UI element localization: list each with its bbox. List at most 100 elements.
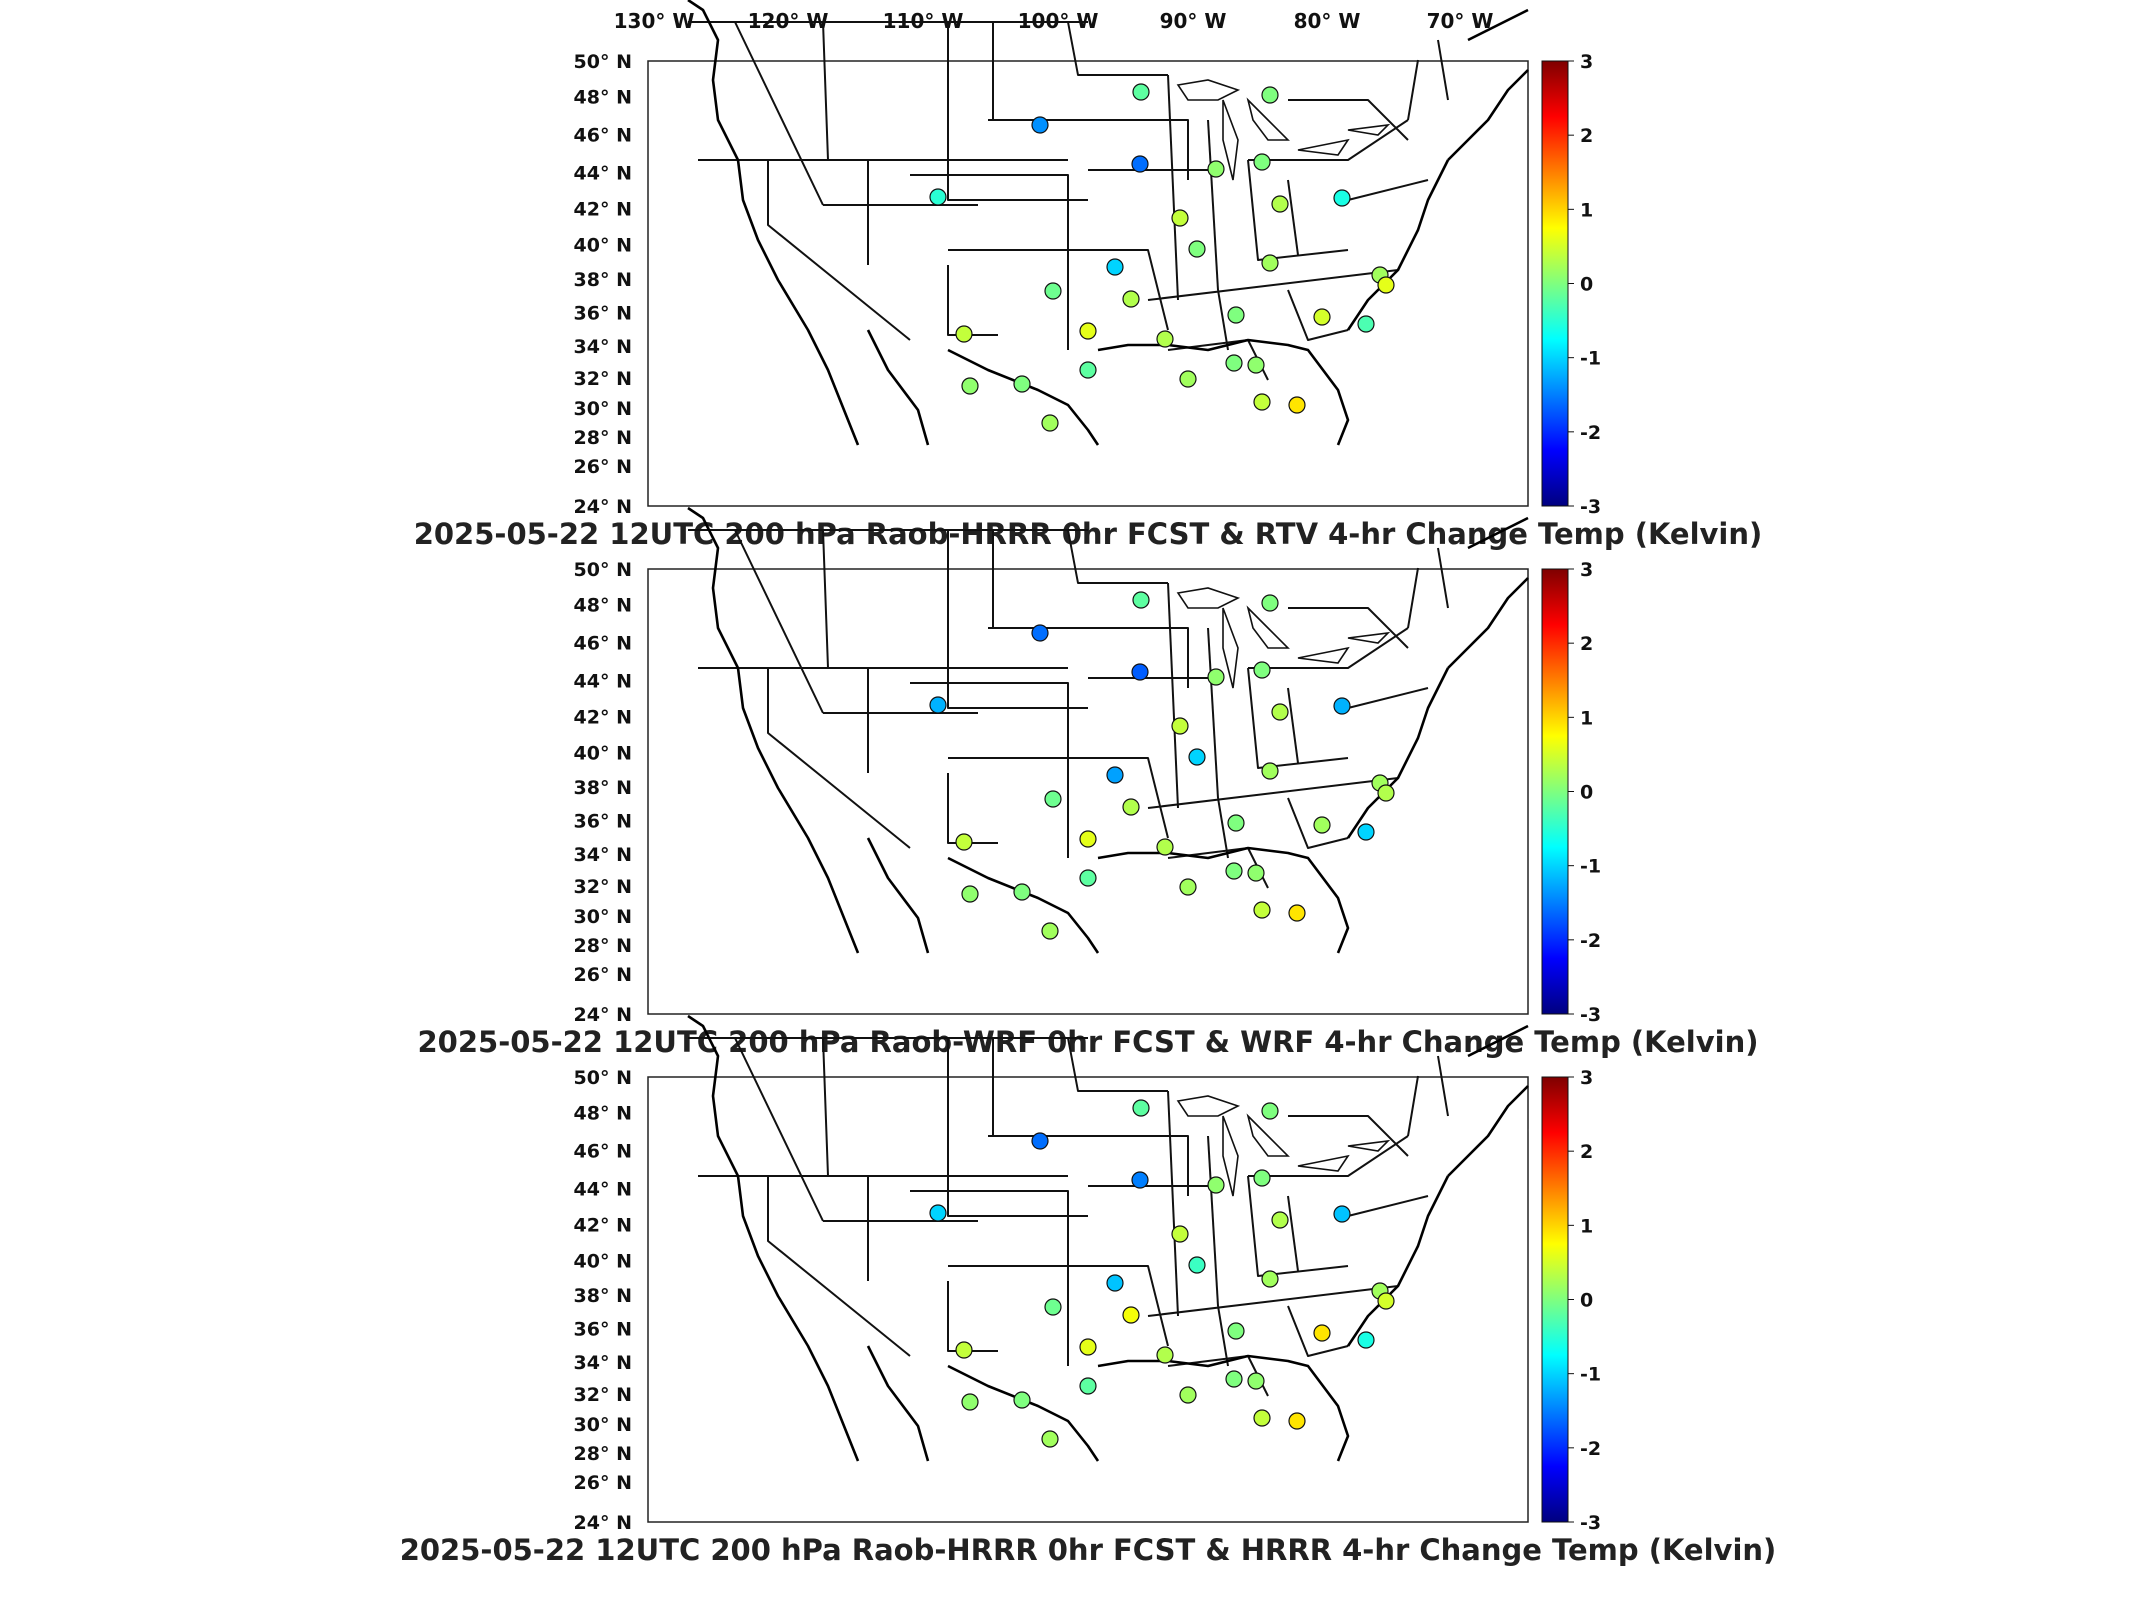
raob-station-marker <box>1247 1372 1265 1390</box>
lat-label: 40° N <box>574 1250 632 1272</box>
raob-station-marker <box>1261 1270 1279 1288</box>
raob-station-marker <box>1357 1331 1375 1349</box>
raob-station-marker <box>1171 1225 1189 1243</box>
lat-label: 30° N <box>574 1414 632 1436</box>
raob-station-marker <box>1122 1306 1140 1324</box>
lat-label: 40° N <box>574 234 632 256</box>
raob-station-marker <box>1313 1324 1331 1342</box>
raob-station-marker <box>1253 393 1271 411</box>
lat-label: 48° N <box>574 87 632 109</box>
raob-station-marker <box>1132 83 1150 101</box>
lat-label: 30° N <box>574 906 632 928</box>
raob-station-marker <box>1041 922 1059 940</box>
raob-station-marker <box>1106 258 1124 276</box>
colorbar <box>1541 1076 1569 1523</box>
lat-label: 32° N <box>574 1384 632 1406</box>
raob-station-marker <box>1106 1274 1124 1292</box>
coastline <box>687 1014 1529 1462</box>
panel-title: 2025-05-22 12UTC 200 hPa Raob-WRF 0hr FC… <box>417 1025 1758 1059</box>
colorbar-tick-label: -3 <box>1580 1512 1601 1534</box>
raob-stations <box>929 1099 1395 1448</box>
lat-label: 26° N <box>574 964 632 986</box>
lat-label: 44° N <box>574 162 632 184</box>
raob-station-marker <box>929 696 947 714</box>
raob-station-marker <box>1225 1370 1243 1388</box>
lat-label: 36° N <box>574 302 632 324</box>
map-panel: 50° N 48° N 46° N 44° N 42° N 40° N 38° N 36° N… <box>400 1014 1776 1567</box>
raob-station-marker <box>1188 748 1206 766</box>
raob-station-marker <box>1013 883 1031 901</box>
lat-label: 24° N <box>574 496 632 518</box>
raob-station-marker <box>1131 1171 1149 1189</box>
raob-station-marker <box>1131 155 1149 173</box>
raob-station-marker <box>1188 1256 1206 1274</box>
state-borders <box>688 21 1449 381</box>
raob-station-marker <box>1013 375 1031 393</box>
colorbar-tick-label: 1 <box>1580 199 1593 221</box>
colorbar-tick-label: 0 <box>1580 782 1593 804</box>
colorbar-tick-label: -1 <box>1580 1364 1601 1386</box>
panel-title: 2025-05-22 12UTC 200 hPa Raob-HRRR 0hr F… <box>414 517 1763 551</box>
lat-label: 46° N <box>574 1140 632 1162</box>
raob-station-marker <box>1013 1391 1031 1409</box>
raob-station-marker <box>1253 901 1271 919</box>
colorbar-tick-label: 2 <box>1580 125 1593 147</box>
colorbar-tick-label: -2 <box>1580 422 1601 444</box>
raob-station-marker <box>929 188 947 206</box>
raob-station-marker <box>1377 276 1395 294</box>
lat-label: 34° N <box>574 1352 632 1374</box>
lat-label: 28° N <box>574 935 632 957</box>
raob-station-marker <box>1179 1386 1197 1404</box>
lat-label: 24° N <box>574 1004 632 1026</box>
raob-station-marker <box>1031 116 1049 134</box>
raob-station-marker <box>1253 153 1271 171</box>
raob-station-marker <box>1188 240 1206 258</box>
raob-station-marker <box>1207 668 1225 686</box>
raob-station-marker <box>1357 315 1375 333</box>
great-lakes <box>1176 79 1391 181</box>
raob-station-marker <box>1132 591 1150 609</box>
lat-label: 40° N <box>574 742 632 764</box>
raob-station-marker <box>1156 1346 1174 1364</box>
raob-station-marker <box>1079 830 1097 848</box>
lat-label: 46° N <box>574 124 632 146</box>
raob-station-marker <box>1253 1169 1271 1187</box>
raob-station-marker <box>1288 396 1306 414</box>
raob-station-marker <box>1031 1132 1049 1150</box>
lat-label: 50° N <box>574 1067 632 1089</box>
raob-station-marker <box>1079 1338 1097 1356</box>
raob-station-marker <box>1377 1292 1395 1310</box>
raob-station-marker <box>1333 189 1351 207</box>
raob-station-marker <box>1044 282 1062 300</box>
raob-station-marker <box>1041 1430 1059 1448</box>
raob-station-marker <box>1079 322 1097 340</box>
raob-station-marker <box>1207 1176 1225 1194</box>
raob-station-marker <box>1271 1211 1289 1229</box>
raob-station-marker <box>1227 1322 1245 1340</box>
raob-station-marker <box>1261 254 1279 272</box>
raob-station-marker <box>1261 1102 1279 1120</box>
colorbar-tick-label: 0 <box>1580 274 1593 296</box>
lat-label: 30° N <box>574 398 632 420</box>
lat-label: 48° N <box>574 595 632 617</box>
raob-stations <box>929 591 1395 940</box>
raob-station-marker <box>1225 862 1243 880</box>
lat-label: 26° N <box>574 1472 632 1494</box>
raob-station-marker <box>1247 356 1265 374</box>
lat-label: 32° N <box>574 368 632 390</box>
raob-station-marker <box>1225 354 1243 372</box>
great-lakes <box>1176 1095 1391 1197</box>
lon-label: 90° W <box>1160 9 1227 33</box>
lon-label: 80° W <box>1294 9 1361 33</box>
colorbar-tick-label: -2 <box>1580 1438 1601 1460</box>
lat-label: 38° N <box>574 777 632 799</box>
colorbar-tick-label: -2 <box>1580 930 1601 952</box>
raob-station-marker <box>1313 816 1331 834</box>
lat-label: 36° N <box>574 1318 632 1340</box>
raob-station-marker <box>1377 784 1395 802</box>
colorbar-tick-label: 2 <box>1580 1141 1593 1163</box>
lat-label: 50° N <box>574 559 632 581</box>
raob-station-marker <box>961 1393 979 1411</box>
lat-label: 42° N <box>574 1215 632 1237</box>
state-borders <box>688 529 1449 889</box>
